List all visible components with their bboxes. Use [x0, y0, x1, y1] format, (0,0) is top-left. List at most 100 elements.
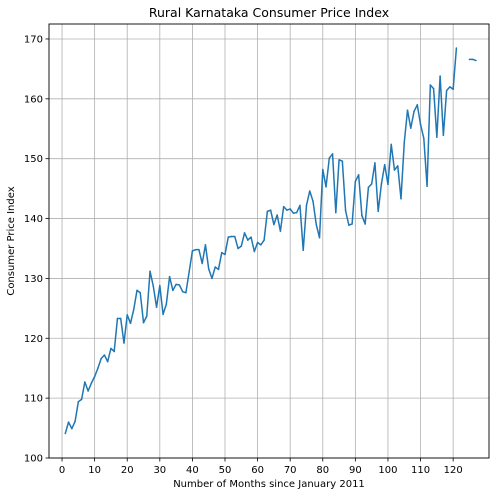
cpi-data-point: [152, 285, 155, 287]
cpi-data-point: [354, 180, 357, 183]
x-tick-label: 90: [349, 465, 362, 476]
y-tick-label: 130: [24, 274, 43, 285]
cpi-data-point: [312, 200, 314, 202]
cpi-data-point: [318, 236, 321, 239]
cpi-data-point: [322, 168, 324, 171]
cpi-data-point: [74, 420, 76, 423]
cpi-data-point: [413, 110, 415, 113]
cpi-data-point: [348, 224, 350, 226]
cpi-data-point: [335, 211, 337, 214]
x-tick-label: 20: [121, 465, 134, 476]
cpi-data-point: [119, 317, 122, 320]
x-tick-label: 100: [378, 465, 397, 476]
cpi-data-point: [331, 153, 334, 155]
cpi-data-point: [123, 342, 125, 344]
cpi-data-point: [305, 204, 308, 207]
cpi-data-point: [234, 235, 236, 238]
cpi-data-point: [84, 381, 86, 383]
cpi-data-point: [106, 360, 109, 363]
cpi-data-point: [426, 185, 428, 187]
cpi-data-point: [266, 210, 269, 213]
plot-background: [49, 24, 489, 458]
cpi-data-point: [155, 306, 158, 308]
cpi-data-point: [282, 205, 285, 208]
x-tick-label: 60: [251, 465, 264, 476]
cpi-data-point: [126, 314, 128, 316]
cpi-data-point: [403, 141, 406, 144]
cpi-data-point: [181, 290, 184, 293]
cpi-data-point: [263, 239, 265, 241]
cpi-data-point: [207, 268, 210, 270]
cpi-data-point: [250, 236, 252, 238]
plot-area: [64, 47, 477, 435]
cpi-data-point: [387, 183, 389, 186]
x-tick-label: 40: [186, 465, 199, 476]
cpi-data-point: [269, 209, 272, 211]
cpi-data-point: [325, 186, 327, 188]
cpi-data-point: [256, 241, 259, 244]
x-tick-label: 50: [219, 465, 232, 476]
cpi-data-point: [361, 214, 363, 217]
cpi-data-point: [393, 169, 396, 171]
cpi-data-point: [436, 136, 438, 138]
cpi-data-point: [90, 382, 93, 384]
y-axis-label: Consumer Price Index: [6, 186, 17, 295]
cpi-data-point: [97, 367, 99, 369]
cpi-data-point: [93, 375, 96, 378]
cpi-data-point: [220, 251, 223, 254]
cpi-data-point: [103, 354, 106, 356]
cpi-data-point: [302, 249, 304, 252]
cpi-data-point: [452, 88, 454, 90]
x-tick-label: 80: [316, 465, 329, 476]
cpi-data-point: [475, 59, 477, 62]
cpi-data-point: [439, 75, 441, 77]
cpi-data-point: [338, 159, 340, 161]
cpi-data-point: [383, 163, 386, 166]
cpi-data-point: [217, 268, 220, 271]
cpi-data-point: [364, 223, 366, 225]
cpi-data-point: [432, 87, 435, 90]
cpi-data-point: [370, 183, 373, 185]
cpi-data-point: [87, 390, 89, 392]
x-tick-label: 120: [444, 465, 463, 476]
y-tick-label: 160: [24, 94, 43, 105]
cpi-data-point: [344, 210, 347, 212]
cpi-data-point: [178, 284, 181, 286]
cpi-data-point: [129, 322, 132, 325]
cpi-data-point: [201, 262, 203, 265]
cpi-data-point: [276, 214, 278, 216]
cpi-data-point: [429, 84, 432, 86]
cpi-data-point: [110, 347, 112, 350]
cpi-data-point: [113, 350, 115, 353]
cpi-data-point: [374, 162, 376, 164]
cpi-data-point: [253, 250, 256, 253]
y-tick-label: 100: [24, 454, 43, 465]
cpi-data-point: [423, 137, 425, 140]
cpi-data-point: [159, 284, 161, 287]
x-tick-label: 0: [59, 465, 65, 476]
cpi-data-point: [247, 239, 249, 241]
grid-lines: [49, 24, 489, 459]
cpi-data-point: [165, 303, 168, 305]
cpi-data-point: [416, 104, 419, 106]
cpi-data-point: [351, 223, 353, 225]
cpi-data-point: [289, 208, 291, 210]
cpi-data-point: [341, 160, 344, 162]
cpi-data-point: [136, 289, 138, 292]
y-tick-label: 120: [24, 334, 43, 345]
cpi-data-point: [132, 308, 135, 311]
cpi-data-point: [142, 321, 145, 324]
cpi-data-point: [471, 58, 474, 61]
cpi-data-point: [188, 271, 190, 273]
cpi-data-point: [168, 275, 171, 278]
cpi-data-point: [295, 211, 298, 214]
cpi-data-point: [198, 248, 200, 251]
cpi-data-point: [240, 245, 243, 247]
cpi-data-point: [64, 432, 67, 435]
cpi-data-point: [116, 317, 119, 320]
cpi-data-point: [260, 244, 262, 246]
axis-ticks: 0 10 20 30 40 50 60 70 80 90 100 110 120 100 110 120 130…: [24, 34, 463, 476]
x-tick-label: 30: [153, 465, 166, 476]
cpi-data-point: [80, 398, 83, 401]
